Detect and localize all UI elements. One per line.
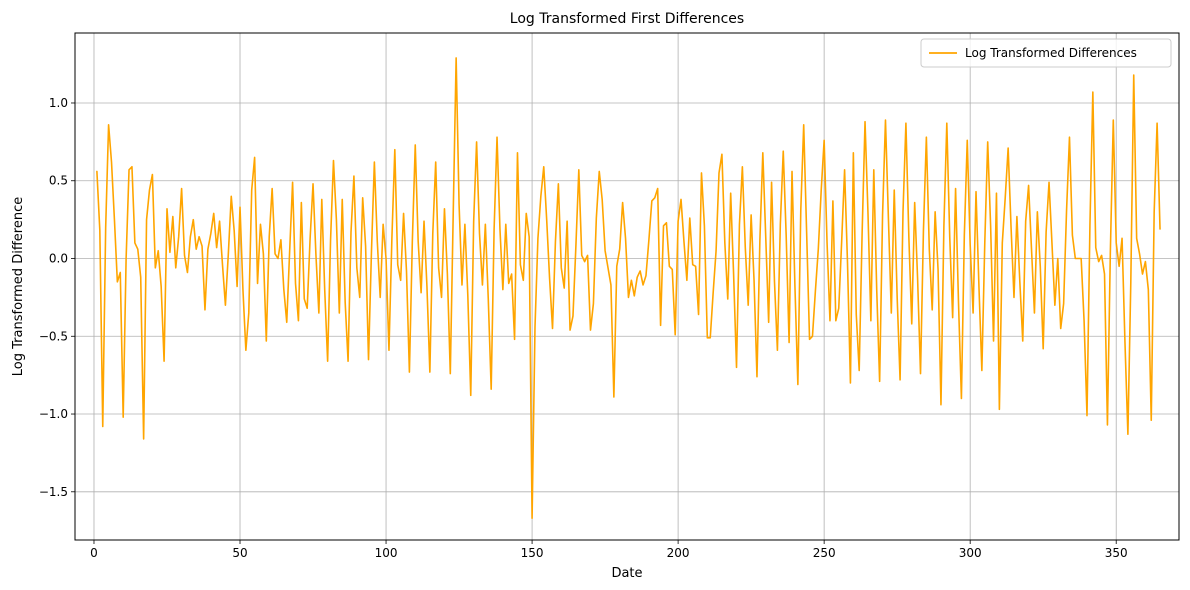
x-tick-label: 100 [375,546,398,560]
y-tick-label: 0.5 [49,174,68,188]
y-tick-label: −1.5 [39,485,68,499]
x-axis-label: Date [611,566,642,581]
x-tick-label: 200 [667,546,690,560]
legend-label: Log Transformed Differences [965,46,1137,60]
x-tick-label: 300 [959,546,982,560]
y-tick-label: 0.0 [49,252,68,266]
x-tick-label: 150 [521,546,544,560]
y-tick-label: 1.0 [49,96,68,110]
chart-title: Log Transformed First Differences [510,11,744,27]
y-tick-label: −0.5 [39,329,68,343]
x-tick-label: 250 [813,546,836,560]
legend: Log Transformed Differences [920,38,1172,68]
plot-frame [74,32,1180,541]
y-axis: −1.5 −1.0 −0.5 0.0 0.5 1.0 [39,96,75,499]
legend-box [920,38,1172,68]
x-axis: 0 50 100 150 200 250 300 350 [90,540,1128,560]
y-tick-label: −1.0 [39,407,68,421]
y-axis-label: Log Transformed Difference [11,197,26,376]
series-line [96,57,1161,520]
x-tick-label: 50 [232,546,247,560]
series-layer [96,57,1161,520]
x-tick-label: 350 [1105,546,1128,560]
x-tick-label: 0 [90,546,98,560]
